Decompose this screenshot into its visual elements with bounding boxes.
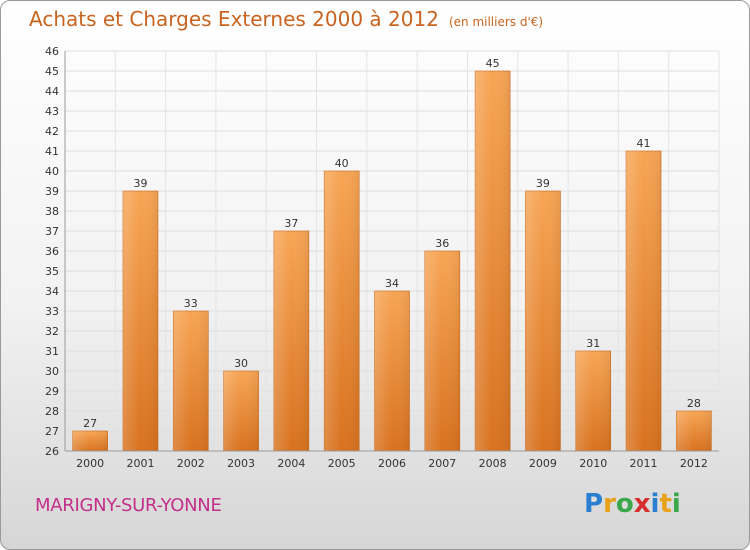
x-tick-label: 2002 (177, 457, 205, 470)
data-label: 27 (83, 417, 97, 430)
chart-subtitle: (en milliers d'€) (448, 15, 544, 29)
data-label: 30 (234, 357, 248, 370)
y-tick-label: 42 (45, 125, 59, 138)
x-tick-label: 2001 (126, 457, 154, 470)
data-label: 39 (536, 177, 550, 190)
logo-letter: o (615, 489, 634, 519)
bar-highlight (626, 151, 662, 451)
bar-highlight (273, 231, 309, 451)
bar-highlight (223, 371, 259, 451)
x-tick-label: 2007 (428, 457, 456, 470)
y-tick-label: 44 (45, 85, 59, 98)
y-tick-label: 38 (45, 205, 59, 218)
y-tick-label: 28 (45, 405, 59, 418)
bars: 27 39 33 30 37 40 34 36 45 39 31 41 28 (72, 57, 712, 452)
y-tick-label: 26 (45, 445, 59, 458)
bar-highlight (72, 431, 108, 451)
bar-highlight (475, 71, 511, 451)
data-label: 40 (335, 157, 349, 170)
logo-letter: i (671, 489, 681, 519)
x-tick-label: 2011 (630, 457, 658, 470)
data-label: 45 (486, 57, 500, 70)
y-tick-label: 31 (45, 345, 59, 358)
x-tick-label: 2009 (529, 457, 557, 470)
bar-highlight (173, 311, 209, 451)
y-tick-label: 46 (45, 45, 59, 58)
y-tick-label: 33 (45, 305, 59, 318)
data-label: 33 (184, 297, 198, 310)
x-tick-label: 2010 (579, 457, 607, 470)
x-tick-label: 2000 (76, 457, 104, 470)
bar-highlight (424, 251, 460, 451)
y-tick-label: 45 (45, 65, 59, 78)
y-tick-label: 37 (45, 225, 59, 238)
data-label: 37 (284, 217, 298, 230)
town-name: MARIGNY-SUR-YONNE (35, 495, 222, 516)
y-tick-label: 41 (45, 145, 59, 158)
x-tick-label: 2006 (378, 457, 406, 470)
logo-letter: x (633, 489, 651, 519)
bar-highlight (324, 171, 360, 451)
bar-highlight (374, 291, 410, 451)
logo-letter: r (603, 489, 616, 519)
x-tick-label: 2005 (328, 457, 356, 470)
y-tick-label: 43 (45, 105, 59, 118)
y-tick-label: 32 (45, 325, 59, 338)
bar-highlight (525, 191, 561, 451)
y-tick-label: 36 (45, 245, 59, 258)
y-tick-label: 27 (45, 425, 59, 438)
data-label: 41 (637, 137, 651, 150)
chart-title-text: Achats et Charges Externes 2000 à 2012 (29, 7, 439, 31)
y-tick-label: 29 (45, 385, 59, 398)
data-label: 36 (435, 237, 449, 250)
x-tick-label: 2003 (227, 457, 255, 470)
bar-highlight (122, 191, 158, 451)
x-tick-label: 2008 (479, 457, 507, 470)
data-label: 39 (133, 177, 147, 190)
chart-title: Achats et Charges Externes 2000 à 2012 (e… (29, 7, 543, 31)
data-label: 31 (586, 337, 600, 350)
y-tick-label: 39 (45, 185, 59, 198)
proxiti-logo: Proxiti (584, 489, 681, 519)
y-tick-label: 34 (45, 285, 59, 298)
data-label: 28 (687, 397, 701, 410)
y-tick-label: 40 (45, 165, 59, 178)
bar-highlight (676, 411, 712, 451)
logo-letter: t (659, 489, 672, 519)
x-tick-label: 2004 (277, 457, 305, 470)
data-label: 34 (385, 277, 399, 290)
logo-letter: i (650, 489, 660, 519)
x-tick-label: 2012 (680, 457, 708, 470)
y-tick-label: 35 (45, 265, 59, 278)
logo-letter: P (584, 489, 604, 519)
bar-highlight (575, 351, 611, 451)
y-tick-label: 30 (45, 365, 59, 378)
axes: 26 27 28 29 30 31 32 33 34 35 36 37 38 39 40 41 42 43 44 45… (45, 45, 719, 470)
